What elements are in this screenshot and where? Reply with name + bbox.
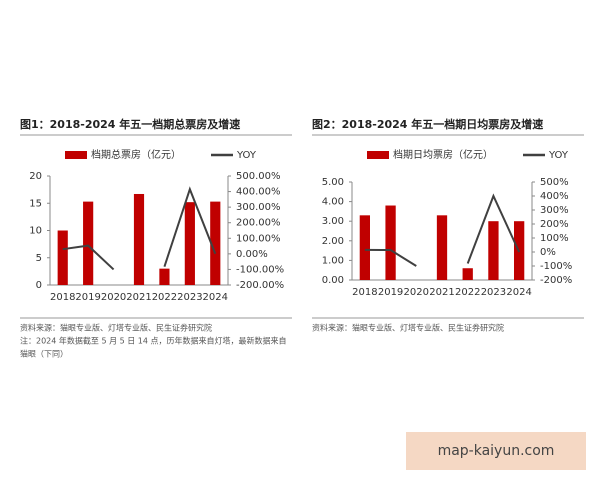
chart-title: 图2：2018-2024 年五一档期日均票房及增速 [312,117,543,131]
x-tick-label: 2018 [352,287,377,298]
y2-tick-label: 0.00% [236,249,268,260]
x-tick-label: 2024 [203,292,228,303]
x-tick-label: 2021 [429,287,454,298]
bar [488,221,499,280]
x-tick-label: 2018 [50,292,75,303]
yoy-line [466,193,521,264]
note: 资料来源：猫眼专业版、灯塔专业版、民生证券研究院 [20,323,212,333]
y2-tick-label: 300.00% [236,202,281,213]
yoy-line [163,186,217,267]
watermark: map-kaiyun.com [438,443,555,459]
bar [57,230,68,285]
x-tick-label: 2019 [75,292,100,303]
x-tick-label: 2023 [481,287,506,298]
y-tick-label: 10 [29,226,42,237]
y2-tick-label: 300% [540,205,569,216]
y2-tick-label: 400.00% [236,187,281,198]
y2-tick-label: 400% [540,191,569,202]
y-tick-label: 0 [36,280,42,291]
y-tick-label: 5 [36,253,42,264]
x-tick-label: 2019 [378,287,403,298]
chart-title: 图1：2018-2024 年五一档期总票房及增速 [20,117,240,131]
watermark-box [406,432,586,470]
x-tick-label: 2024 [506,287,531,298]
note: 注：2024 年数据截至 5 月 5 日 14 点，历年数据来自灯塔，最新数据来… [20,336,287,346]
x-tick-label: 2021 [126,292,151,303]
x-tick-label: 2020 [101,292,126,303]
x-tick-label: 2020 [404,287,429,298]
legend-label: YOY [548,150,569,161]
y2-tick-label: 100.00% [236,233,281,244]
note: 资料来源：猫眼专业版、灯塔专业版、民生证券研究院 [312,323,504,333]
y2-tick-label: 500.00% [236,171,281,182]
x-tick-label: 2022 [455,287,480,298]
legend-swatch [65,151,87,159]
bar [184,202,195,285]
y2-tick-label: 100% [540,233,569,244]
y-tick-label: 0.00 [322,275,344,286]
x-tick-label: 2023 [177,292,202,303]
note: 猫眼（下同） [20,349,68,359]
x-tick-label: 2022 [152,292,177,303]
yoy-line [62,244,115,271]
y-tick-label: 20 [29,171,42,182]
bar [359,215,370,280]
bar [83,201,94,285]
y-tick-label: 4.00 [322,197,344,208]
y2-tick-label: 500% [540,177,569,188]
y2-tick-label: -200% [540,275,572,286]
bar [210,201,221,285]
y2-tick-label: -100.00% [236,264,284,275]
y2-tick-label: -100% [540,261,572,272]
legend-swatch [367,151,389,159]
y-tick-label: 5.00 [322,177,344,188]
y-tick-label: 15 [29,198,42,209]
bar [462,268,473,280]
bar [159,268,170,285]
y-tick-label: 1.00 [322,255,344,266]
y2-tick-label: 200% [540,219,569,230]
yoy-line [364,248,417,267]
y2-tick-label: 200.00% [236,218,281,229]
legend-label: YOY [236,150,257,161]
y2-tick-label: -200.00% [236,280,284,291]
y2-tick-label: 0% [540,247,556,258]
legend-label: 档期总票房（亿元） [91,148,181,161]
legend-label: 档期日均票房（亿元） [393,148,493,161]
bar [385,205,396,280]
bar [133,193,145,285]
bar [436,215,448,280]
y-tick-label: 2.00 [322,236,344,247]
y-tick-label: 3.00 [322,216,344,227]
